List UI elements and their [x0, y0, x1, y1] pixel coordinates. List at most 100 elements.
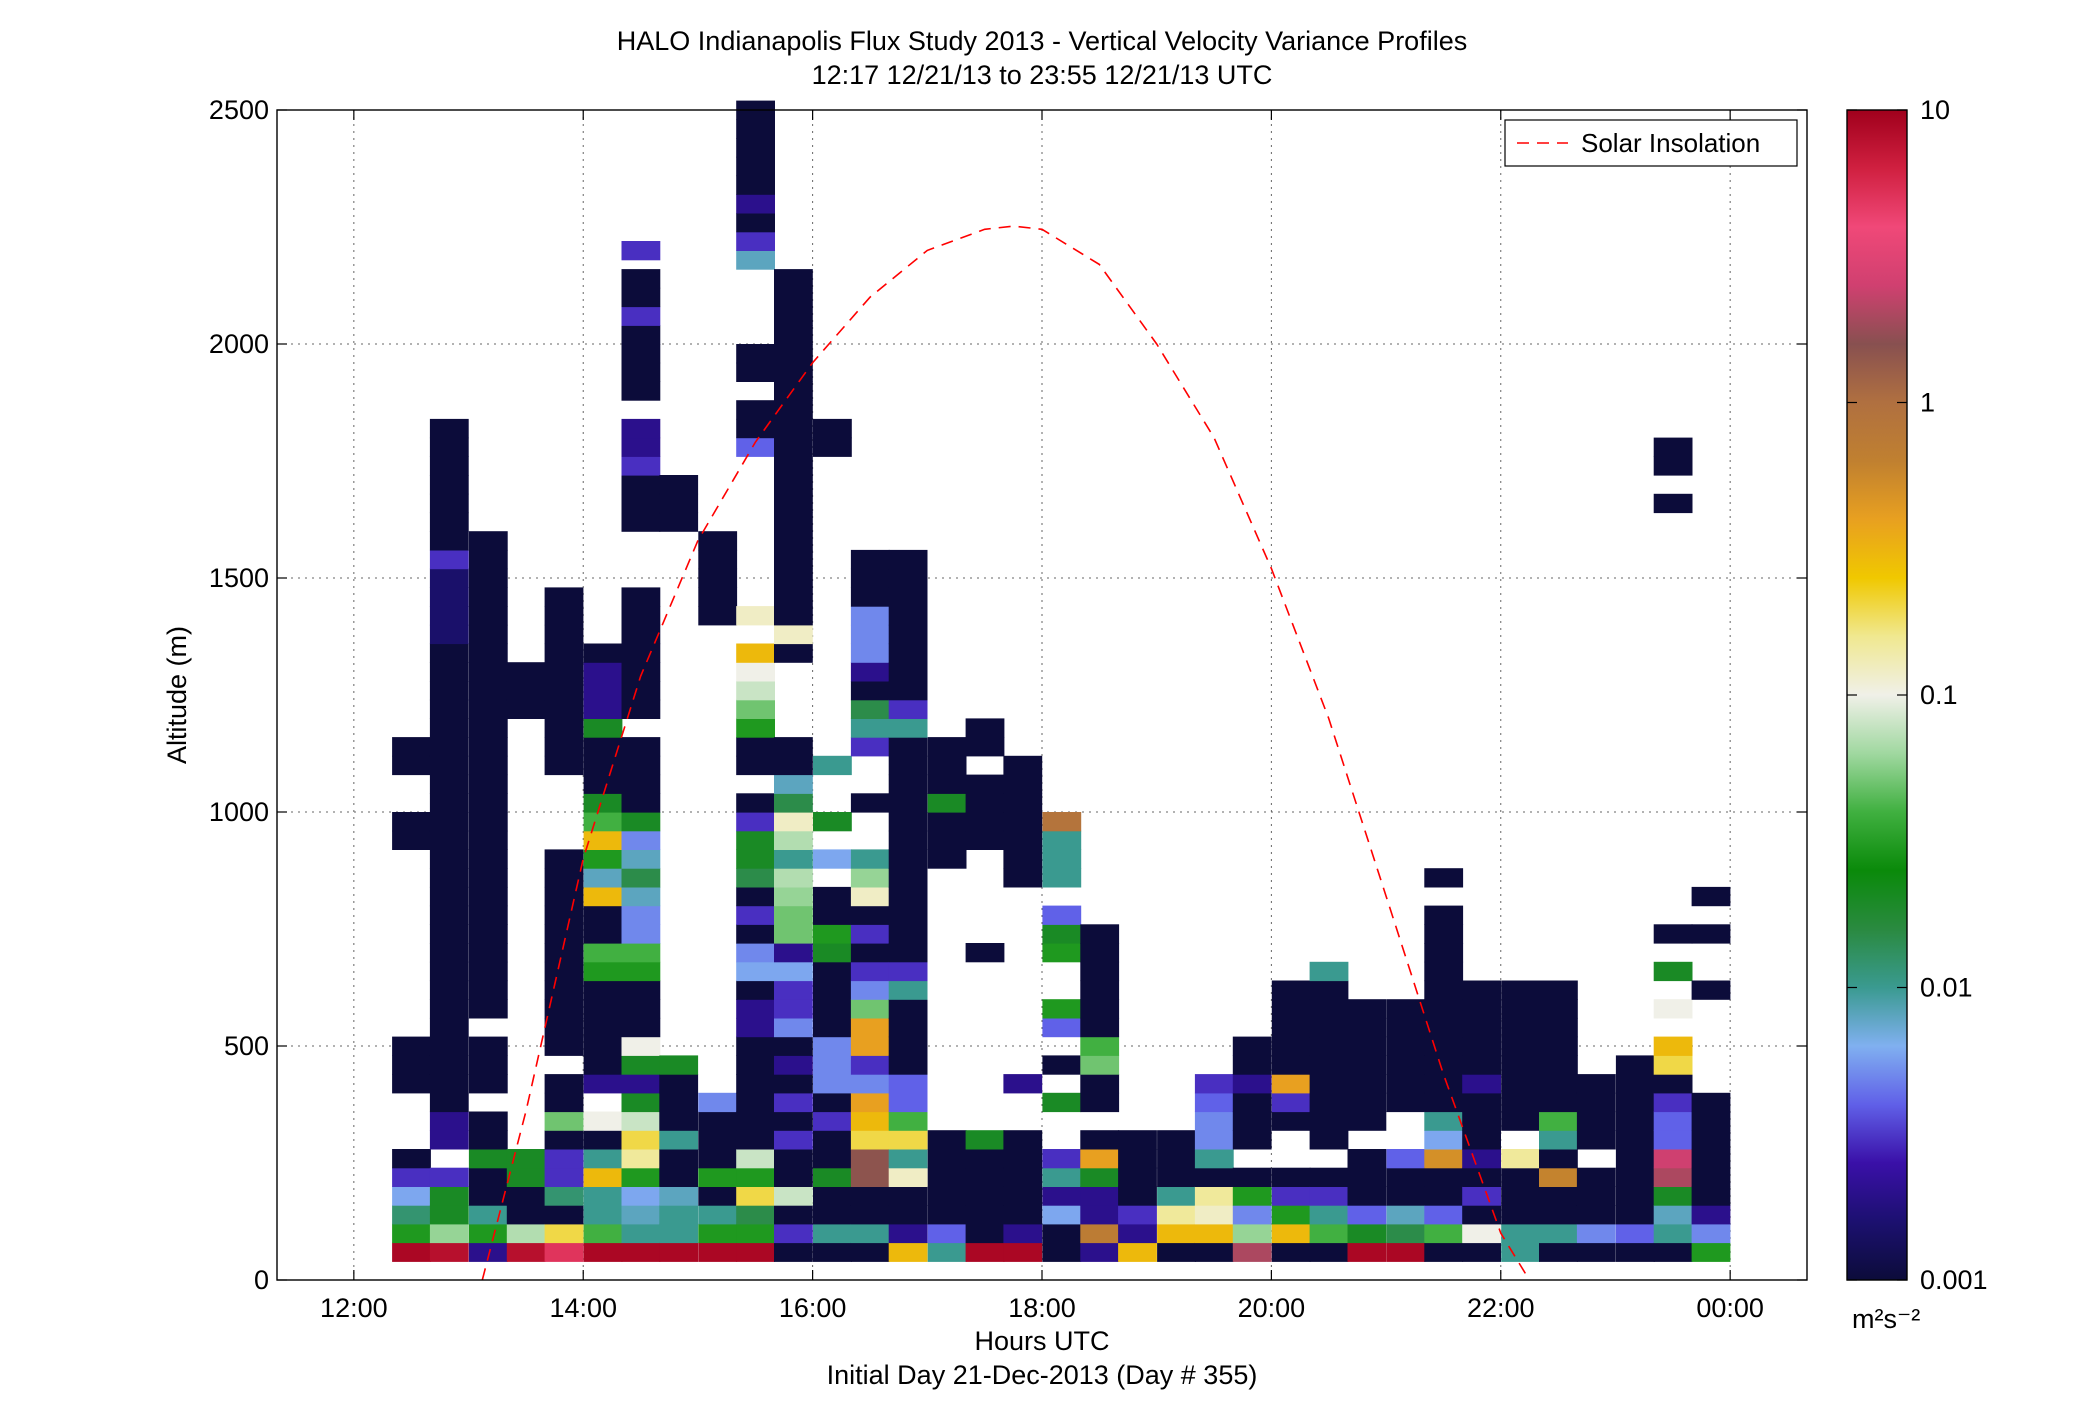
variance-cell [1042, 1149, 1082, 1169]
variance-cell [429, 606, 469, 626]
variance-cell [506, 1223, 546, 1244]
variance-cell [621, 793, 661, 813]
variance-cell [392, 1242, 431, 1262]
variance-cell [850, 1074, 890, 1094]
variance-cell [659, 1242, 699, 1262]
variance-cell [736, 812, 775, 832]
variance-cell [429, 662, 469, 682]
variance-cell [468, 1055, 508, 1075]
variance-cell [698, 587, 738, 607]
variance-cell [544, 849, 584, 869]
variance-cell [1615, 1111, 1655, 1131]
variance-cell [621, 681, 661, 701]
variance-cell [736, 868, 775, 888]
variance-cell [1539, 1074, 1578, 1094]
variance-cell [774, 624, 813, 645]
y-axis-label: Altitude (m) [162, 626, 192, 764]
variance-cell [774, 1223, 813, 1244]
variance-cell [583, 1036, 623, 1056]
variance-cell [1462, 1130, 1501, 1150]
variance-cell [1194, 1149, 1234, 1169]
variance-cell [813, 1205, 852, 1225]
variance-cell [621, 1055, 661, 1075]
variance-cell [774, 287, 813, 308]
variance-cell [544, 699, 584, 719]
variance-cell [813, 1167, 852, 1187]
variance-cell [1232, 1036, 1272, 1056]
variance-cell [1576, 1130, 1616, 1150]
variance-cell [506, 1149, 546, 1169]
variance-cell [429, 1130, 469, 1150]
variance-cell [1501, 1017, 1540, 1038]
variance-cell [1424, 961, 1464, 982]
variance-cell [736, 138, 775, 158]
variance-cell [1232, 1167, 1272, 1187]
variance-cell [1042, 812, 1082, 832]
variance-cell [659, 1092, 699, 1113]
variance-cell [1462, 980, 1501, 1000]
variance-cell [813, 1074, 852, 1094]
variance-cell [1003, 830, 1043, 850]
variance-cell [1501, 1149, 1540, 1169]
variance-cell [1080, 1205, 1120, 1225]
variance-cell [698, 1111, 738, 1131]
variance-cell [468, 531, 508, 551]
variance-cell [965, 1130, 1005, 1150]
variance-cell [1232, 1223, 1272, 1244]
variance-cell [813, 1242, 852, 1262]
variance-cell [1309, 1186, 1349, 1206]
variance-cell [1042, 849, 1082, 869]
variance-cell [774, 793, 813, 813]
variance-cell [1576, 1111, 1616, 1131]
legend: Solar Insolation [1504, 119, 1798, 167]
variance-cell [621, 624, 661, 645]
variance-cell [1271, 999, 1311, 1019]
variance-cell [888, 812, 928, 832]
variance-cell [1501, 1055, 1540, 1075]
variance-cell [774, 980, 813, 1000]
variance-cell [429, 1242, 469, 1262]
variance-cell [506, 662, 546, 682]
variance-cell [468, 924, 508, 944]
variance-cell [621, 1092, 661, 1113]
variance-cell [1424, 1167, 1464, 1187]
variance-cell [736, 362, 775, 382]
variance-cell [1003, 774, 1043, 794]
variance-cell [774, 924, 813, 944]
variance-cell [429, 1017, 469, 1038]
variance-cell [1309, 1092, 1349, 1113]
variance-cell [1691, 1167, 1731, 1187]
variance-cell [621, 381, 661, 401]
variance-cell [544, 587, 584, 607]
variance-cell [850, 643, 890, 663]
variance-cell [544, 1017, 584, 1038]
variance-cell [813, 418, 852, 439]
variance-cell [429, 456, 469, 476]
variance-cell [1615, 1242, 1655, 1262]
variance-cell [1691, 1205, 1731, 1225]
variance-cell [1691, 1242, 1731, 1262]
variance-cell [850, 568, 890, 588]
variance-cell [813, 886, 852, 907]
variance-cell [888, 681, 928, 701]
variance-cell [736, 999, 775, 1019]
variance-cell [621, 886, 661, 907]
variance-cell [813, 1055, 852, 1075]
variance-cell [1653, 1074, 1693, 1094]
variance-cell [698, 568, 738, 588]
variance-cell [736, 905, 775, 925]
variance-cell [698, 606, 738, 626]
variance-cell [1080, 1186, 1120, 1206]
variance-cell [544, 961, 584, 982]
variance-cell [1347, 1092, 1387, 1113]
variance-cell [736, 1130, 775, 1150]
variance-cell [888, 980, 928, 1000]
variance-cell [1386, 1055, 1426, 1075]
variance-cell [736, 1149, 775, 1169]
variance-cell [621, 1223, 661, 1244]
variance-cell [659, 1167, 699, 1187]
variance-cell [429, 681, 469, 701]
variance-cell [850, 1205, 890, 1225]
variance-cell [850, 699, 890, 719]
variance-cell [813, 812, 852, 832]
